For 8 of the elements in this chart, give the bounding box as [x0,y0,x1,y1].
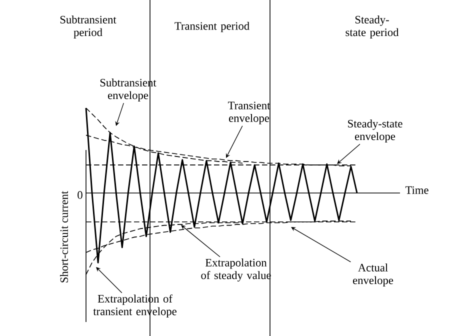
text: Subtransient period [60,16,116,38]
annotation: Steady-state envelope [348,120,402,142]
annotation: Actual envelope [352,264,394,286]
text: 0 [78,191,82,199]
x-axis-title: Time [405,186,428,194]
text: Steady-state period [346,16,399,38]
y-axis-title: Short-circuit current [60,190,68,282]
text: Transient period [174,22,250,32]
